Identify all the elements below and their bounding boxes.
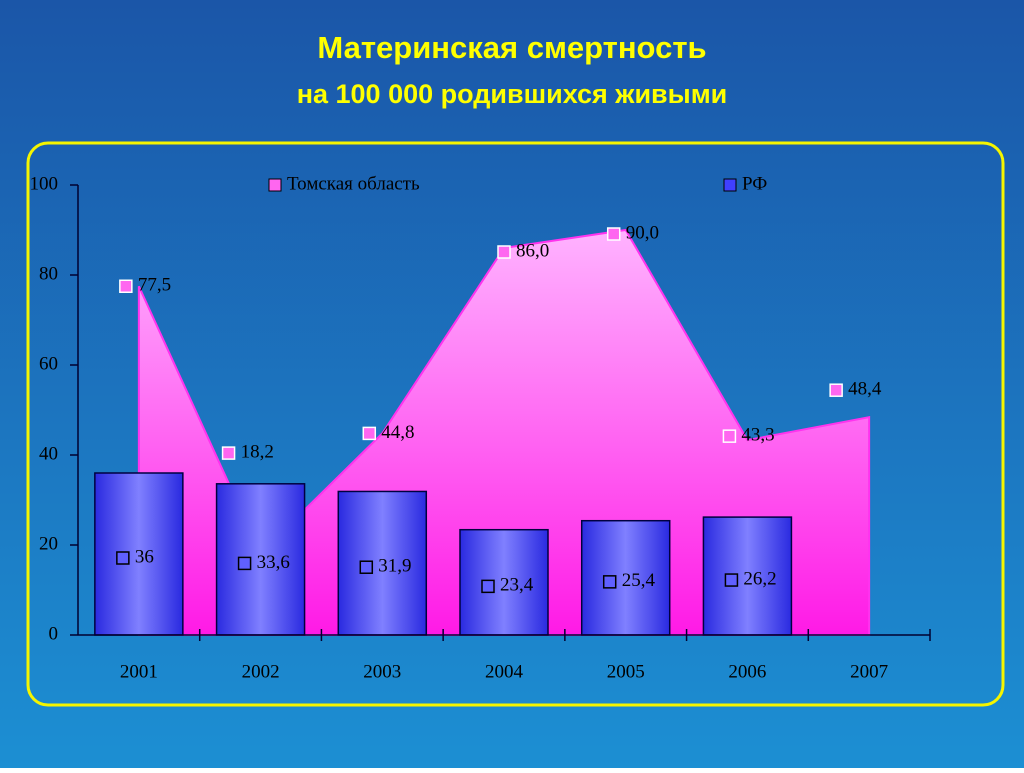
legend-marker <box>268 178 282 192</box>
area <box>137 228 871 636</box>
data-label: 25,4 <box>622 570 656 591</box>
y-tick-label: 40 <box>39 443 58 464</box>
y-tick-label: 20 <box>39 533 58 554</box>
bar <box>337 490 428 636</box>
data-label: 36 <box>135 546 154 567</box>
bar <box>94 472 184 636</box>
data-label: 90,0 <box>626 222 659 243</box>
label-marker <box>237 556 252 571</box>
label-marker <box>359 560 374 574</box>
data-label: 86,0 <box>516 240 549 261</box>
label-marker <box>602 575 617 589</box>
label-marker <box>481 579 495 594</box>
legend-label: РФ <box>742 173 767 194</box>
x-tick-label: 2006 <box>728 661 766 682</box>
x-tick-label: 2001 <box>120 661 158 682</box>
x-tick-label: 2005 <box>607 661 645 682</box>
chart-title: Материнская смертность <box>317 30 706 65</box>
data-label: 43,3 <box>741 425 774 446</box>
label-marker <box>362 426 377 441</box>
label-marker <box>221 446 236 460</box>
y-tick-label: 60 <box>39 353 58 374</box>
x-tick-label: 2007 <box>850 661 888 682</box>
data-label: 26,2 <box>743 568 776 589</box>
frame <box>26 141 1005 707</box>
data-label: 31,9 <box>378 556 411 577</box>
data-label: 77,5 <box>138 275 171 296</box>
label-marker <box>497 245 511 259</box>
label-marker <box>606 227 621 241</box>
label-marker <box>829 383 843 397</box>
x-tick-label: 2002 <box>242 661 280 682</box>
x-tick-label: 2004 <box>485 661 524 682</box>
x-tick-label: 2003 <box>363 661 401 682</box>
label-marker <box>116 551 130 565</box>
y-tick-label: 0 <box>49 623 59 644</box>
data-label: 18,2 <box>241 441 274 462</box>
bar <box>215 483 306 636</box>
y-tick-label: 100 <box>30 173 59 194</box>
data-label: 48,4 <box>848 379 882 400</box>
legend-marker <box>723 178 737 192</box>
legend-label: Томская область <box>287 173 420 194</box>
label-marker <box>722 429 737 443</box>
data-label: 23,4 <box>500 575 534 596</box>
bar <box>702 516 793 636</box>
chart-subtitle: на 100 000 родившихся живыми <box>297 79 728 109</box>
data-label: 44,8 <box>381 422 414 443</box>
y-tick-label: 80 <box>39 263 58 284</box>
bar <box>459 528 549 636</box>
label-marker <box>724 573 739 587</box>
label-marker <box>119 279 133 293</box>
bar <box>580 519 671 636</box>
data-label: 33,6 <box>257 552 290 573</box>
